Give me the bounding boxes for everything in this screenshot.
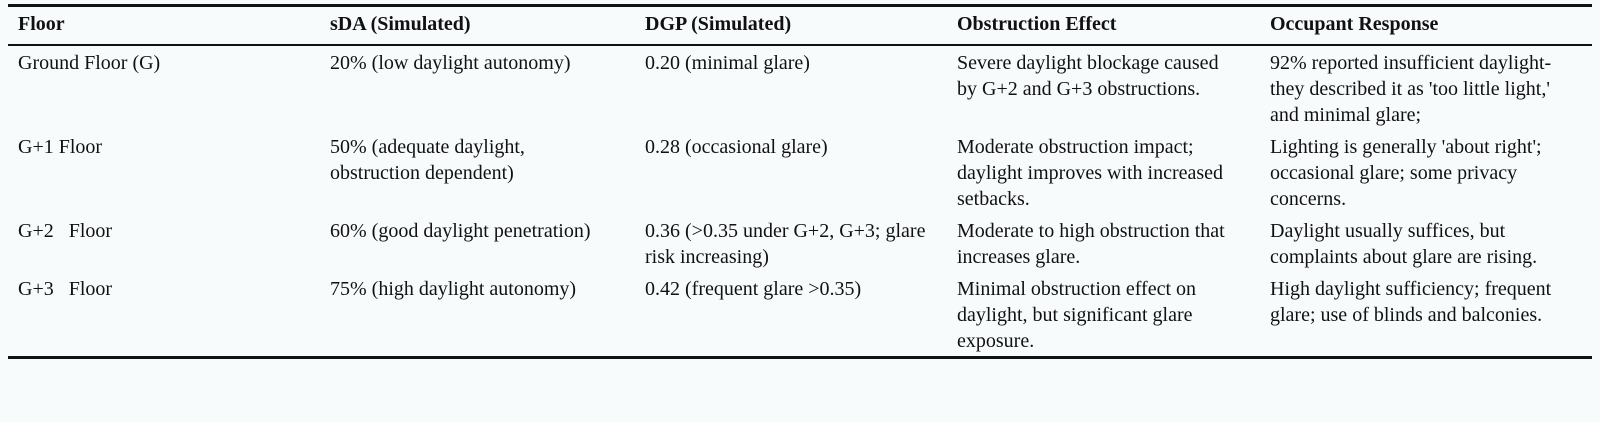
cell-text: Daylight usually suffices, but complaint… xyxy=(1270,220,1538,268)
cell-text: 0.20 (minimal glare) xyxy=(645,52,810,74)
cell-text: 0.28 (occasional glare) xyxy=(645,136,828,158)
table-cell: G+3 Floor xyxy=(8,272,320,358)
table-cell: 20% (low daylight autonomy) xyxy=(320,45,635,130)
cell-text: Minimal obstruction effect on daylight, … xyxy=(957,278,1202,352)
table-cell: G+2 Floor xyxy=(8,214,320,272)
table-cell: 0.28 (occasional glare) xyxy=(635,130,947,214)
table-cell: Ground Floor (G) xyxy=(8,45,320,130)
table-cell: High daylight sufficiency; frequent glar… xyxy=(1260,272,1592,358)
cell-text: 0.36 (>0.35 under G+2, G+3; glare risk i… xyxy=(645,220,931,268)
cell-text: 50% (adequate daylight, obstruction depe… xyxy=(330,136,530,184)
header-row: Floor sDA (Simulated) DGP (Simulated) Obstr… xyxy=(8,5,1592,45)
table-row: Ground Floor (G) 20% (low daylight autono… xyxy=(8,45,1592,130)
table-cell: 50% (adequate daylight, obstruction depe… xyxy=(320,130,635,214)
cell-text: Severe daylight blockage caused by G+2 a… xyxy=(957,52,1224,100)
cell-text: 92% reported insufficient daylight- they… xyxy=(1270,52,1557,126)
cell-text: Lighting is generally 'about right'; occ… xyxy=(1270,136,1547,210)
column-header: Obstruction Effect xyxy=(957,13,1117,35)
cell-text: 20% (low daylight autonomy) xyxy=(330,52,571,74)
cell-text: 0.42 (frequent glare >0.35) xyxy=(645,278,862,300)
table-row: G+2 Floor 60% (good daylight penetration)… xyxy=(8,214,1592,272)
cell-text: 75% (high daylight autonomy) xyxy=(330,278,577,300)
table-body: Ground Floor (G) 20% (low daylight autono… xyxy=(8,45,1592,358)
cell-text: 60% (good daylight penetration) xyxy=(330,220,591,242)
table-cell: Daylight usually suffices, but complaint… xyxy=(1260,214,1592,272)
table-cell: 75% (high daylight autonomy) xyxy=(320,272,635,358)
cell-text: High daylight sufficiency; frequent glar… xyxy=(1270,278,1557,326)
table-cell: G+1 Floor xyxy=(8,130,320,214)
table-cell: 92% reported insufficient daylight- they… xyxy=(1260,45,1592,130)
column-header: sDA (Simulated) xyxy=(330,13,471,35)
table-cell: 0.36 (>0.35 under G+2, G+3; glare risk i… xyxy=(635,214,947,272)
cell-text: Moderate to high obstruction that increa… xyxy=(957,220,1230,268)
table-row: G+3 Floor 75% (high daylight autonomy) 0.4… xyxy=(8,272,1592,358)
table-cell: Moderate obstruction impact; daylight im… xyxy=(947,130,1260,214)
column-header: DGP (Simulated) xyxy=(645,13,792,35)
table-row: G+1 Floor 50% (adequate daylight, obstruc… xyxy=(8,130,1592,214)
cell-text: Moderate obstruction impact; daylight im… xyxy=(957,136,1229,210)
table-cell: Lighting is generally 'about right'; occ… xyxy=(1260,130,1592,214)
data-table: Floor sDA (Simulated) DGP (Simulated) Obstr… xyxy=(8,4,1592,359)
column-header: Floor xyxy=(18,13,65,35)
cell-text: G+1 Floor xyxy=(18,136,103,158)
column-header: Occupant Response xyxy=(1270,13,1439,35)
table-cell: Severe daylight blockage caused by G+2 a… xyxy=(947,45,1260,130)
cell-text: G+3 Floor xyxy=(18,278,113,300)
table-cell: Moderate to high obstruction that increa… xyxy=(947,214,1260,272)
cell-text: G+2 Floor xyxy=(18,220,113,242)
table-cell: 0.42 (frequent glare >0.35) xyxy=(635,272,947,358)
table-cell: Minimal obstruction effect on daylight, … xyxy=(947,272,1260,358)
cell-text: Ground Floor (G) xyxy=(18,52,161,74)
table-cell: 60% (good daylight penetration) xyxy=(320,214,635,272)
table-cell: 0.20 (minimal glare) xyxy=(635,45,947,130)
